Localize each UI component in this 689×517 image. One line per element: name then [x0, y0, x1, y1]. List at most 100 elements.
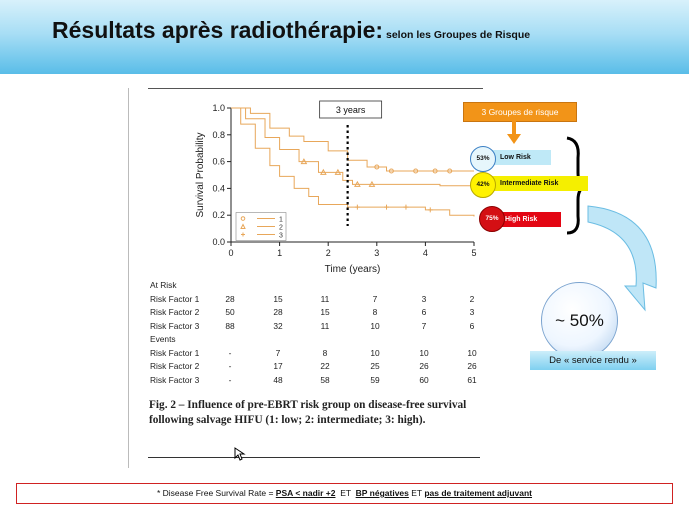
- table-cell: 25: [370, 361, 380, 371]
- table-cell: 59: [370, 374, 380, 385]
- series-1-censor-mark: [388, 168, 394, 174]
- figure-bottom-rule: [148, 457, 480, 458]
- series-1-censor-mark: [432, 168, 438, 174]
- series-3-censor-mark: [403, 204, 409, 210]
- x-tick-label: 5: [471, 248, 476, 258]
- service-rendu-label: De « service rendu »: [530, 351, 656, 370]
- legend-label: 1: [279, 217, 283, 224]
- summary-circle: ~ 50%: [541, 282, 618, 359]
- y-tick-label: 0.2: [212, 210, 225, 220]
- table-cell: 58: [320, 374, 330, 385]
- curved-arrow: [587, 205, 657, 312]
- slide-header: [0, 0, 689, 74]
- series-3-censor-mark: [354, 204, 360, 210]
- series-3-censor-mark: [427, 207, 433, 213]
- footnote-psa: PSA < nadir +2: [275, 488, 336, 498]
- table-cell: 6: [421, 307, 427, 317]
- x-tick-label: 3: [374, 248, 379, 258]
- table-cell: -: [228, 361, 232, 371]
- series-2-censor-mark: [368, 180, 376, 187]
- risk-group-bar: Low Risk: [488, 150, 551, 165]
- x-tick-label: 4: [423, 248, 428, 258]
- table-cell: 26: [467, 361, 477, 371]
- footnote-prefix: * Disease Free Survival Rate =: [156, 488, 276, 498]
- table-cell: 28: [273, 307, 283, 317]
- risk-groups-box: 3 Groupes de risque: [463, 102, 577, 122]
- legend-marker: [241, 232, 245, 237]
- series-1-censor-mark: [447, 168, 453, 174]
- table-cell: 2: [469, 293, 475, 304]
- table-cell: 15: [273, 293, 283, 304]
- orange-down-arrow: [507, 121, 521, 144]
- table-cell: 10: [370, 320, 380, 331]
- series-2-censor-mark: [334, 168, 342, 175]
- table-cell: 32: [273, 320, 283, 331]
- x-tick-label: 0: [228, 248, 233, 258]
- footnote-et-1: ET: [335, 488, 356, 498]
- y-tick-label: 0.0: [212, 237, 225, 247]
- table-row-label: Risk Factor 2: [150, 307, 200, 317]
- series-1-censor-mark: [413, 168, 419, 174]
- table-row-label: Risk Factor 1: [150, 347, 200, 358]
- legend-marker: [240, 216, 246, 221]
- legend-label: 3: [279, 233, 283, 240]
- table-cell: 7: [372, 293, 378, 304]
- table-cell: 10: [467, 347, 477, 358]
- three-years-box: [319, 100, 383, 119]
- table-cell: 50: [225, 307, 235, 317]
- title-main: Résultats après radiothérapie:: [52, 17, 384, 43]
- table-cell: 28: [225, 293, 235, 304]
- table-cell: 15: [320, 307, 330, 317]
- kaplan-meier-chart: 0 1 2 3 4 5 0.0 0.2 0.4 0.6 0.8 1.0 Time (years) Surv…: [195, 100, 477, 275]
- y-tick-label: 0.8: [212, 130, 225, 140]
- legend-marker: [240, 223, 246, 230]
- series-1-censor-mark: [374, 164, 380, 170]
- table-cell: 61: [467, 374, 477, 385]
- table-cell: 22: [320, 361, 330, 371]
- series-2-line: [231, 107, 474, 187]
- x-axis-label: Time (years): [325, 264, 381, 275]
- table-cell: 8: [322, 347, 328, 358]
- footnote-bp: BP négatives: [355, 488, 409, 498]
- annotation-arrows: [507, 121, 657, 312]
- footnote: * Disease Free Survival Rate = PSA < nad…: [16, 483, 673, 504]
- table-cell: 3: [469, 307, 475, 317]
- table-cell: 3: [421, 293, 427, 304]
- table-cell: 7: [421, 320, 427, 331]
- table-row-label: Risk Factor 1: [150, 293, 200, 304]
- risk-group-percent-circle: 53%: [470, 146, 496, 172]
- table-cell: 11: [320, 320, 330, 331]
- figure-left-border: [128, 88, 129, 468]
- y-tick-label: 0.6: [212, 157, 225, 167]
- y-axis-label: Survival Probability: [195, 132, 206, 217]
- table-cell: 11: [320, 293, 330, 304]
- y-tick-label: 1.0: [212, 103, 225, 113]
- series-1-line: [231, 107, 474, 172]
- table-row-label: Risk Factor 2: [150, 361, 200, 371]
- table-cell: 17: [273, 361, 283, 371]
- footnote-treatment: pas de traitement adjuvant: [424, 488, 533, 498]
- series-3-censor-mark: [384, 204, 390, 210]
- legend-box: [235, 212, 287, 241]
- table-cell: 60: [419, 374, 429, 385]
- series-2-censor-mark: [354, 180, 361, 187]
- series-2-censor-mark: [319, 168, 327, 175]
- series-2-censor-mark: [300, 158, 308, 165]
- table-cell: -: [228, 347, 232, 358]
- table-cell: 26: [419, 361, 429, 371]
- footnote-et-2: ET: [408, 488, 425, 498]
- events-header: Events: [150, 334, 176, 344]
- risk-group-bar: High Risk: [493, 212, 561, 227]
- risk-group-percent-circle: 42%: [470, 172, 496, 198]
- y-tick-label: 0.4: [212, 183, 225, 193]
- risk-group-percent-circle: 75%: [479, 206, 505, 232]
- table-cell: 8: [372, 307, 378, 317]
- figure-caption: Fig. 2 – Influence of pre-EBRT risk grou…: [149, 399, 467, 426]
- table-cell: 10: [419, 347, 429, 358]
- title-subtitle: selon les Groupes de Risque: [383, 29, 531, 41]
- x-tick-label: 2: [326, 248, 331, 258]
- table-cell: 48: [273, 374, 283, 385]
- slide-title: Résultats après radiothérapie: selon les…: [52, 17, 530, 44]
- table-row-label: Risk Factor 3: [150, 320, 200, 331]
- series-3-line: [231, 107, 475, 217]
